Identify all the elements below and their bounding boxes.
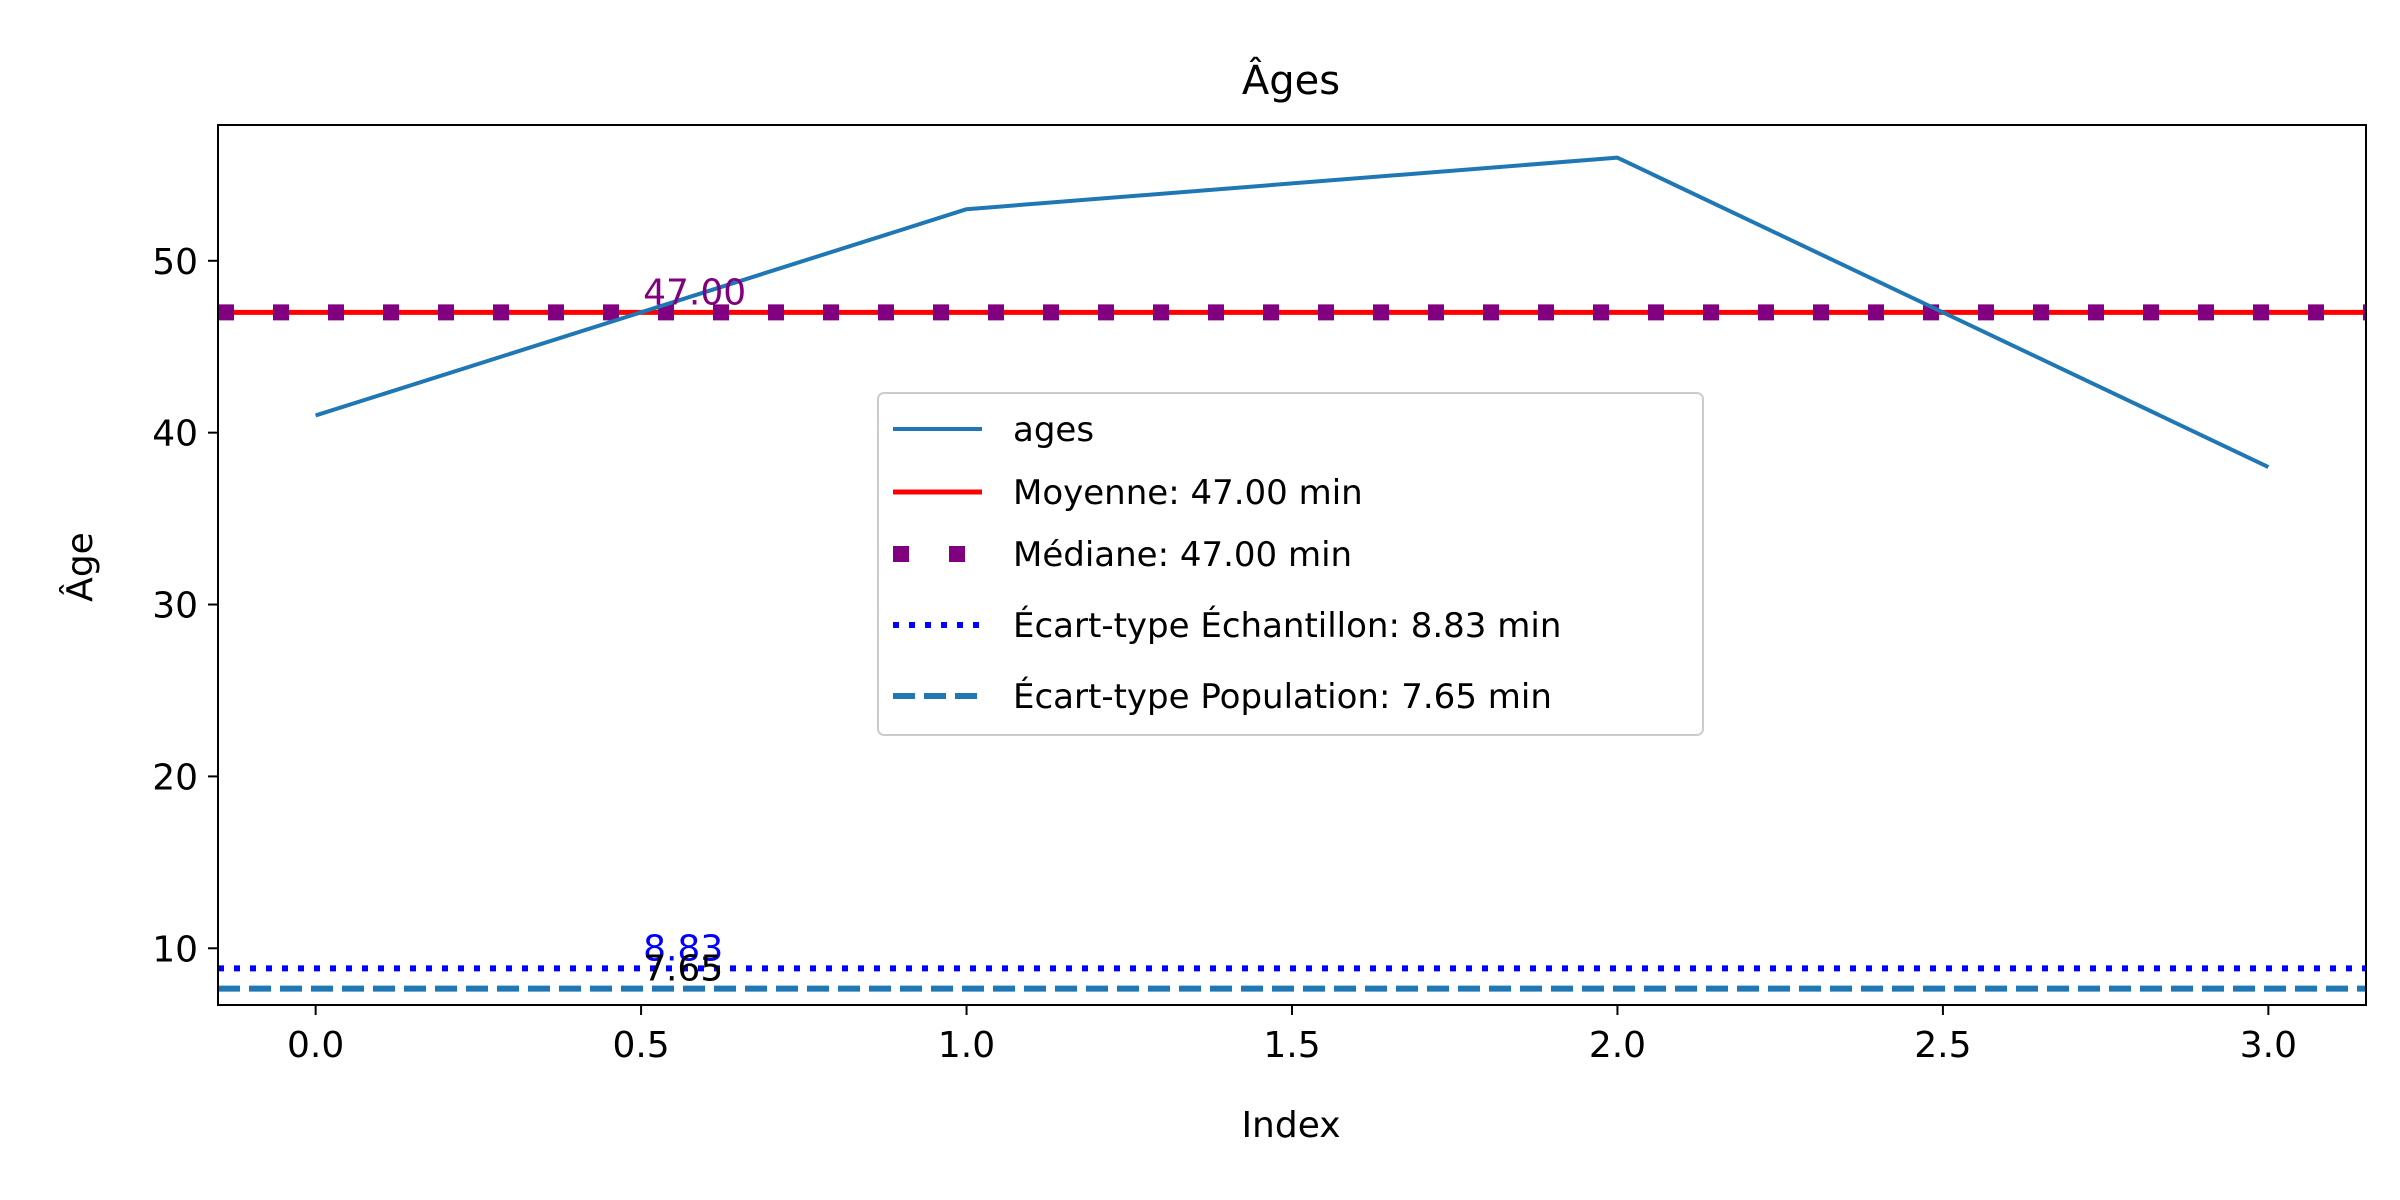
annotation-0: 47.00 [643,272,746,313]
legend-label-0: ages [1013,410,1094,450]
x-tick-label-2: 1.0 [938,1025,995,1066]
y-axis: 10 20 30 40 50 [152,242,218,970]
legend-box [877,392,1704,736]
y-tick-label-1: 20 [152,757,198,798]
annotation-layer: 47.00 8.837.65 [643,272,746,989]
y-tick-label-3: 40 [152,414,198,455]
annotation-1: 8.83 [643,928,723,969]
y-tick-label-2: 30 [152,586,198,627]
annotation-2: 7.65 [643,949,723,990]
x-tick-label-1: 0.5 [612,1025,669,1066]
legend-label-1: Moyenne: 47.00 min [1013,473,1363,513]
x-tick-label-4: 2.0 [1589,1025,1646,1066]
legend-label-4: Écart-type Population: 7.65 min [1013,676,1552,717]
x-tick-label-3: 1.5 [1263,1025,1320,1066]
x-axis: 0.0 0.5 1.0 1.5 2.0 2.5 3.0 [287,1005,2297,1066]
series-line-0 [315,155,2270,469]
legend: ages Moyenne: 47.00 min Médiane: 47.00 min… [877,392,1704,736]
legend-label-3: Écart-type Échantillon: 8.83 min [1013,605,1561,646]
y-tick-label-4: 50 [152,242,198,283]
plot-area [218,155,2366,992]
y-axis-label: Âge [59,532,101,602]
x-tick-label-0: 0.0 [287,1025,344,1066]
x-tick-label-6: 3.0 [2240,1025,2297,1066]
x-tick-label-5: 2.5 [1914,1025,1971,1066]
x-axis-label: Index [1241,1105,1340,1146]
chart-title: Âges [1242,56,1340,104]
legend-label-2: Médiane: 47.00 min [1013,535,1352,575]
y-tick-label-0: 10 [152,929,198,970]
